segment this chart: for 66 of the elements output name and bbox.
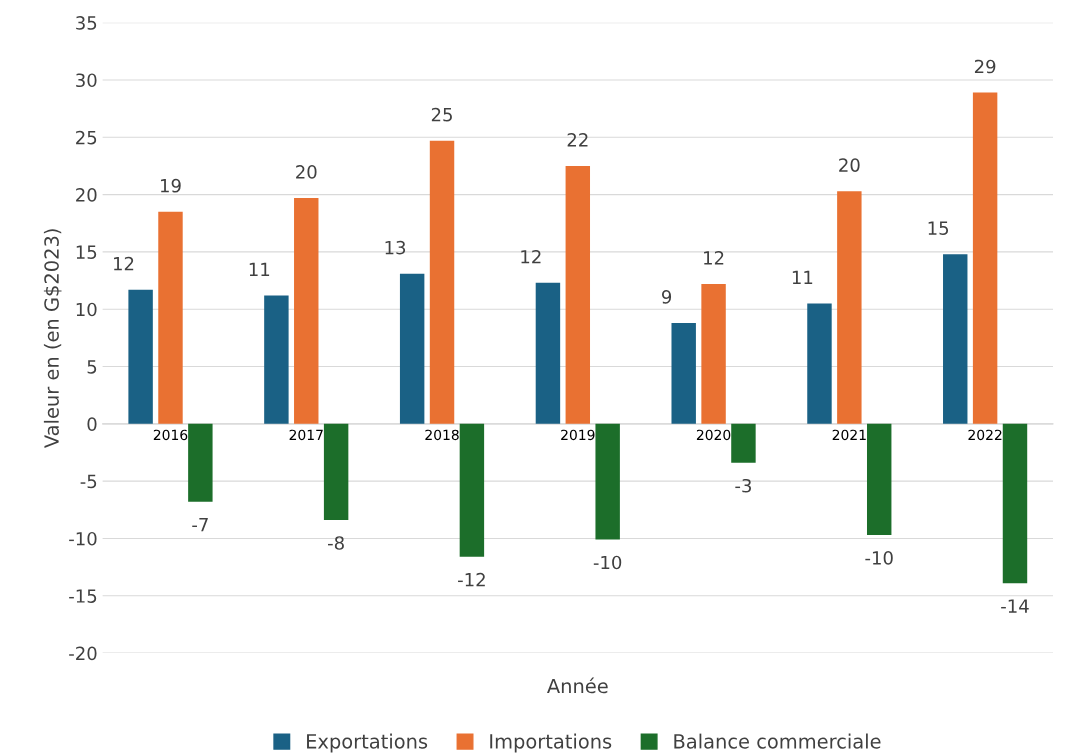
- bar: [595, 423, 620, 540]
- data-label: 22: [567, 133, 588, 147]
- data-label: -3: [735, 478, 751, 493]
- y-tick-label: -15: [69, 589, 97, 603]
- bar: [972, 92, 998, 424]
- y-axis-title: Valeur en (en G$2023): [43, 229, 62, 449]
- data-label: -12: [458, 572, 485, 587]
- x-tick-label: 2021: [832, 429, 866, 441]
- data-label: -10: [593, 555, 622, 570]
- data-label: -8: [328, 536, 344, 550]
- bar: [459, 423, 485, 557]
- bar: [731, 423, 756, 463]
- data-label: -7: [192, 518, 208, 532]
- data-label: 13: [385, 240, 406, 255]
- bar: [535, 282, 561, 424]
- x-tick-label: 2020: [696, 429, 731, 441]
- data-label: 12: [521, 249, 541, 264]
- y-tick-label: 5: [87, 360, 97, 374]
- data-label: 12: [114, 256, 134, 271]
- x-tick-label: 2017: [289, 429, 323, 441]
- y-tick-label: 0: [87, 417, 97, 431]
- y-tick-label: 35: [76, 16, 97, 30]
- data-label: 11: [792, 270, 813, 284]
- data-label: 15: [928, 221, 949, 235]
- y-tick-label: -10: [69, 531, 97, 546]
- data-label: 12: [704, 251, 724, 265]
- y-tick-label: 10: [76, 302, 97, 317]
- bar: [323, 423, 349, 521]
- x-tick-label: 2019: [561, 429, 595, 441]
- bar: [837, 191, 862, 424]
- bar: [429, 140, 455, 424]
- bar: [866, 423, 892, 536]
- bar: [158, 211, 183, 424]
- y-tick-label: 20: [76, 188, 97, 202]
- legend-label: Importations: [490, 733, 612, 753]
- bar: [188, 423, 213, 502]
- data-label: 20: [296, 165, 317, 179]
- y-tick-label: 25: [76, 130, 97, 145]
- data-label: 29: [974, 59, 996, 74]
- x-tick-label: 2016: [153, 429, 188, 441]
- legend-label: Balance commerciale: [674, 733, 881, 749]
- y-tick-label: 30: [76, 73, 97, 88]
- legend-label: Exportations: [307, 733, 428, 753]
- data-label: 9: [661, 290, 672, 304]
- x-axis-title: Année: [547, 677, 608, 694]
- bar: [807, 303, 832, 424]
- bar: [701, 283, 726, 424]
- bar: [264, 295, 289, 424]
- y-tick-label: -20: [69, 646, 97, 661]
- bar: [671, 322, 696, 424]
- y-tick-label: 15: [76, 245, 97, 260]
- data-label: -10: [865, 551, 893, 565]
- bar: [943, 254, 968, 424]
- data-label: 11: [249, 262, 270, 276]
- x-tick-label: 2022: [968, 429, 1002, 441]
- bar: [565, 165, 591, 424]
- bar: [399, 273, 425, 424]
- data-label: 19: [160, 178, 181, 193]
- x-tick-label: 2018: [425, 429, 459, 441]
- y-tick-label: -5: [80, 474, 97, 489]
- data-label: -14: [1001, 599, 1029, 613]
- bar: [294, 198, 319, 424]
- bar: [128, 289, 153, 424]
- data-label: 25: [431, 107, 452, 122]
- bar: [1002, 423, 1028, 584]
- data-label: 20: [839, 158, 860, 172]
